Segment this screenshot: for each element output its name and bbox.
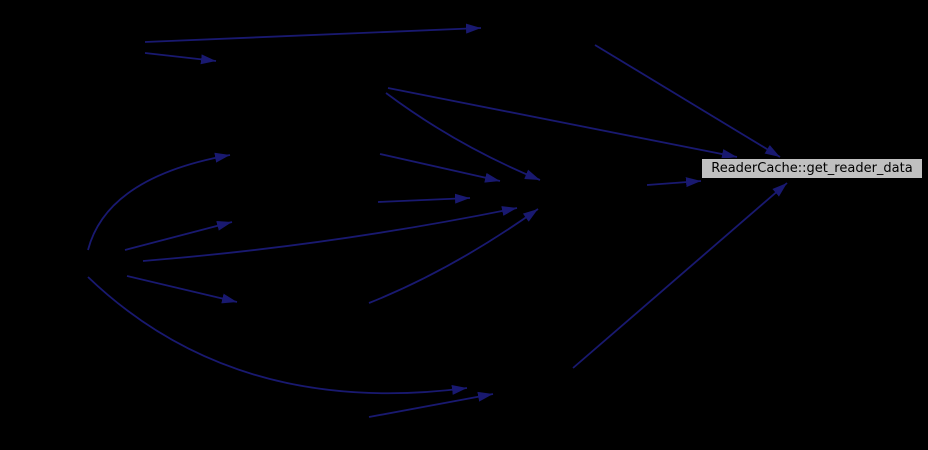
- graph-edge: [124, 220, 233, 251]
- graph-edge: [594, 44, 781, 158]
- graph-edge: [387, 87, 738, 159]
- graph-edge: [87, 276, 468, 395]
- graph-edge: [368, 391, 494, 418]
- graph-edge: [368, 208, 539, 304]
- graph-edge: [126, 275, 238, 304]
- graph-edge: [379, 153, 501, 183]
- graph-edge: [385, 92, 541, 181]
- graph-edge: [646, 177, 702, 188]
- edge-layer: [87, 23, 788, 418]
- graph-edge: [572, 182, 788, 369]
- graph-edge: [142, 206, 518, 262]
- graph-node-label: ReaderCache::get_reader_data: [711, 161, 913, 176]
- graph-edge: [377, 193, 471, 204]
- graph-node-readercache-get-reader-data[interactable]: ReaderCache::get_reader_data: [701, 158, 923, 179]
- graph-edge: [87, 152, 231, 251]
- graph-edge: [144, 23, 482, 43]
- graph-edge: [144, 52, 217, 65]
